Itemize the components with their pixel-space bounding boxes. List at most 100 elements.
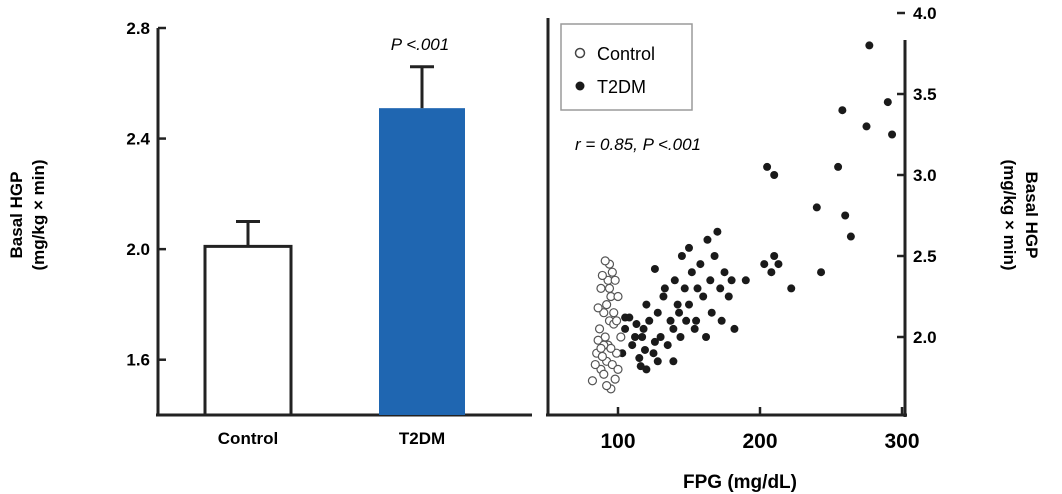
scatter-y-tick-label: 4.0 — [913, 4, 937, 23]
bar-y-tick-label: 2.0 — [126, 240, 150, 259]
scatter-y-tick-label: 3.5 — [913, 85, 937, 104]
scatter-point-t2dm — [760, 260, 769, 269]
scatter-point-t2dm — [787, 284, 796, 293]
scatter-point-t2dm — [741, 276, 750, 285]
scatter-point-t2dm — [770, 252, 779, 260]
scatter-y-tick-label: 3.0 — [913, 166, 937, 185]
scatter-point-t2dm — [666, 316, 675, 325]
scatter-x-tick-label: 300 — [884, 430, 919, 453]
bar-y-tick-label: 2.8 — [126, 19, 150, 38]
bar-annotation: P <.001 — [391, 35, 449, 54]
scatter-legend: Control T2DM — [560, 23, 693, 111]
scatter-point-control — [599, 369, 609, 379]
scatter-xlabel: FPG (mg/dL) — [683, 472, 797, 493]
scatter-point-t2dm — [716, 284, 725, 293]
scatter-point-control — [600, 256, 610, 266]
scatter-point-control — [587, 376, 598, 386]
legend-t2dm-marker — [575, 81, 585, 91]
scatter-point-t2dm — [653, 308, 662, 317]
legend-control-label: Control — [597, 44, 655, 64]
scatter-point-t2dm — [702, 333, 711, 341]
scatter-point-t2dm — [638, 333, 647, 341]
scatter-point-t2dm — [649, 349, 658, 358]
scatter-point-t2dm — [628, 341, 637, 350]
scatter-point-t2dm — [621, 313, 630, 322]
scatter-point-t2dm — [862, 122, 871, 131]
scatter-point-control — [596, 283, 606, 293]
scatter-point-control — [609, 308, 619, 318]
scatter-point-t2dm — [699, 292, 708, 301]
scatter-point-t2dm — [631, 333, 640, 341]
scatter-point-t2dm — [841, 211, 850, 220]
scatter-point-t2dm — [685, 300, 693, 309]
scatter-point-control — [610, 275, 620, 285]
scatter-point-t2dm — [669, 324, 678, 333]
scatter-point-t2dm — [635, 354, 644, 363]
scatter-point-t2dm — [883, 98, 892, 107]
bar-chart: Basal HGP (mg/kg × min) 1.6 2.0 2.4 2.8 Con… — [7, 19, 532, 448]
bar-category-label: T2DM — [399, 429, 445, 448]
scatter-point-control — [597, 351, 607, 362]
scatter-point-t2dm — [653, 357, 662, 366]
scatter-point-t2dm — [812, 203, 821, 212]
scatter-point-t2dm — [673, 300, 682, 309]
scatter-point-control — [610, 374, 620, 384]
scatter-point-t2dm — [707, 308, 716, 317]
scatter-point-control — [604, 283, 615, 293]
scatter-point-t2dm — [676, 333, 685, 341]
scatter-point-t2dm — [713, 227, 722, 236]
scatter-point-t2dm — [690, 324, 699, 333]
scatter-point-t2dm — [650, 264, 659, 273]
scatter-point-t2dm — [677, 252, 686, 260]
scatter-point-t2dm — [687, 268, 696, 277]
scatter-point-control — [596, 343, 606, 353]
scatter-chart: 2.0 2.5 3.0 3.5 4.0 100 200 300 r = 0.85, P <.… — [546, 4, 1041, 493]
scatter-point-t2dm — [696, 260, 705, 269]
bar-t2dm — [379, 108, 465, 416]
scatter-point-t2dm — [888, 130, 897, 139]
bar-y-tick-label: 2.4 — [126, 130, 150, 149]
scatter-point-t2dm — [680, 284, 689, 293]
scatter-point-t2dm — [730, 324, 739, 333]
bar-y-tick-label: 1.6 — [126, 351, 150, 370]
scatter-point-t2dm — [703, 235, 712, 244]
bar-marks — [203, 65, 465, 417]
scatter-point-t2dm — [834, 162, 843, 171]
scatter-point-control — [607, 267, 617, 277]
scatter-point-t2dm — [670, 276, 679, 285]
scatter-point-t2dm — [724, 292, 733, 301]
scatter-point-t2dm — [693, 284, 702, 293]
scatter-point-t2dm — [669, 357, 678, 366]
scatter-point-t2dm — [706, 276, 715, 285]
scatter-point-t2dm — [685, 243, 693, 252]
scatter-point-t2dm — [650, 337, 659, 346]
scatter-point-control — [607, 359, 617, 370]
scatter-point-t2dm — [770, 171, 779, 179]
scatter-point-t2dm — [632, 320, 641, 329]
scatter-point-t2dm — [846, 232, 855, 241]
scatter-point-t2dm — [645, 316, 654, 325]
scatter-point-control — [597, 270, 607, 281]
scatter-point-t2dm — [675, 308, 684, 317]
bar-control — [203, 244, 293, 417]
scatter-point-control — [594, 324, 605, 334]
scatter-point-t2dm — [717, 316, 726, 325]
scatter-point-t2dm — [663, 341, 672, 350]
scatter-annotation: r = 0.85, P <.001 — [575, 135, 701, 154]
scatter-point-t2dm — [774, 260, 783, 269]
bar-ylabel-line2: (mg/kg × min) — [29, 160, 48, 271]
scatter-point-t2dm — [710, 252, 719, 260]
scatter-point-control — [593, 303, 603, 313]
scatter-x-tick-label: 100 — [600, 430, 635, 453]
bar-ylabel-line1: Basal HGP — [7, 172, 26, 259]
scatter-point-t2dm — [659, 292, 668, 301]
scatter-point-t2dm — [636, 362, 645, 371]
legend-control-marker — [574, 47, 586, 59]
scatter-point-control — [599, 308, 609, 318]
scatter-point-control — [616, 332, 626, 342]
scatter-point-t2dm — [865, 41, 874, 50]
scatter-point-t2dm — [639, 324, 648, 333]
scatter-point-t2dm — [720, 268, 729, 277]
scatter-point-t2dm — [660, 284, 669, 293]
